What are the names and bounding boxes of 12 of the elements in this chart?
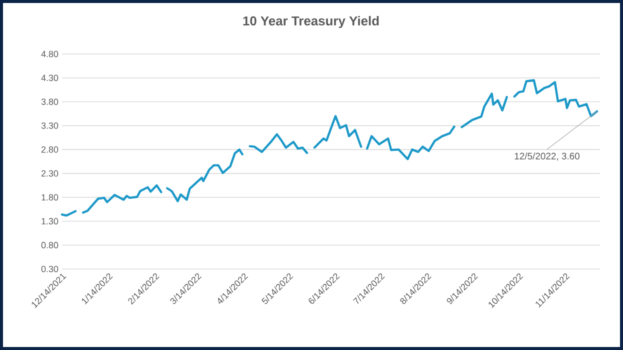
- y-tick-label: 0.30: [41, 266, 58, 272]
- y-tick-label: 0.80: [41, 242, 58, 248]
- y-tick-label: 2.80: [41, 146, 58, 153]
- y-tick-label: 1.30: [42, 218, 58, 224]
- y-tick-label: 3.80: [41, 98, 58, 105]
- y-tick-label: 4.30: [41, 74, 58, 82]
- y-tick-label: 2.30: [41, 170, 58, 177]
- y-tick-label: 1.80: [42, 194, 58, 201]
- y-tick-label: 3.30: [41, 122, 58, 129]
- annotation: 12/5/2022, 3.60: [514, 152, 580, 161]
- chart-title: 10 Year Treasury Yield: [243, 16, 379, 28]
- y-tick-label: 4.80: [41, 50, 58, 58]
